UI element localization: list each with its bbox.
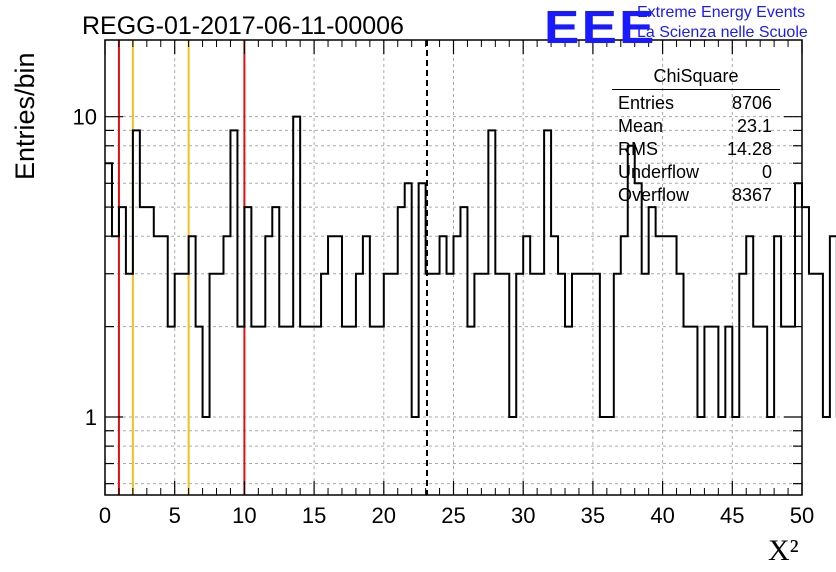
grid-lines [105, 40, 802, 495]
stats-value: 8706 [731, 93, 772, 113]
stats-row: Underflow 0 [612, 161, 780, 184]
logo-line-1: Extreme Energy Events [637, 4, 806, 21]
stats-box: ChiSquare Entries 8706 Mean 23.1 RMS 14.28 … [612, 66, 780, 207]
x-tick-label: 30 [511, 503, 535, 528]
logo-line-2: La Scienza nelle Scuole [637, 24, 808, 41]
x-tick-label: 20 [372, 503, 396, 528]
stats-row: Mean 23.1 [612, 115, 780, 138]
x-tick-label: 0 [99, 503, 111, 528]
x-tick-label: 5 [169, 503, 181, 528]
stats-label: Entries [618, 93, 675, 113]
x-tick-label: 25 [441, 503, 465, 528]
y-tick-label: 10 [73, 105, 97, 130]
x-tick-label: 15 [302, 503, 326, 528]
x-tick-label: 35 [581, 503, 605, 528]
stats-label: Mean [618, 116, 664, 136]
stats-label: Underflow [618, 162, 700, 182]
eee-logo: EEE [544, 1, 657, 53]
stats-name: ChiSquare [612, 66, 780, 90]
y-axis-label: Entries/bin [10, 52, 40, 180]
stats-value: 8367 [731, 185, 772, 205]
tick-labels: 0 5 10 15 20 25 30 35 40 45 50 1 10 [73, 105, 815, 528]
stats-row: RMS 14.28 [612, 138, 780, 161]
x-tick-label: 10 [232, 503, 256, 528]
stats-value: 0 [761, 162, 772, 182]
stats-label: RMS [618, 139, 658, 159]
chart-title: REGG-01-2017-06-11-00006 [82, 12, 404, 40]
stats-row: Overflow 8367 [612, 184, 780, 207]
y-tick-label: 1 [85, 405, 97, 430]
stats-row: Entries 8706 [612, 92, 780, 115]
x-tick-label: 45 [720, 503, 744, 528]
marker-lines [117, 40, 429, 495]
stats-label: Overflow [618, 185, 690, 205]
plot-frame [104, 39, 803, 496]
stats-value: 14.28 [726, 139, 772, 159]
stats-value: 23.1 [736, 116, 772, 136]
x-axis-label: X² [768, 534, 799, 567]
x-tick-label: 40 [650, 503, 674, 528]
x-tick-label: 50 [790, 503, 814, 528]
